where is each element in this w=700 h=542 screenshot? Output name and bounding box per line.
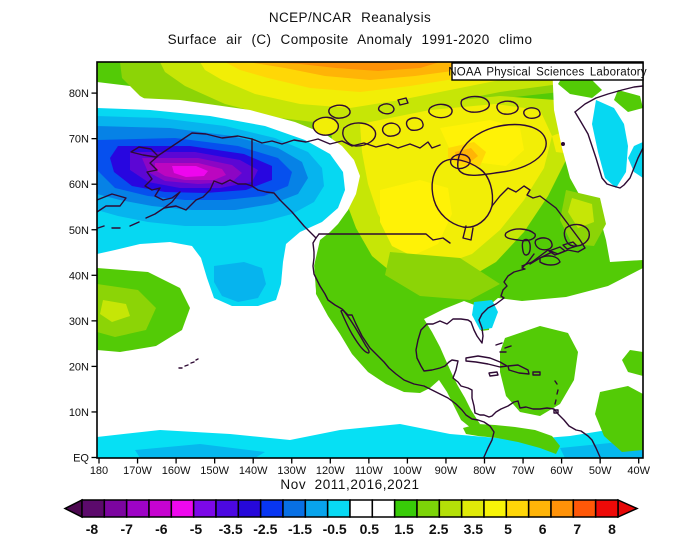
plot-title: NCEP/NCAR Reanalysis xyxy=(268,10,432,25)
colorbar-cell xyxy=(527,499,552,518)
lon-tick-label: 130W xyxy=(277,465,306,477)
colorbar-cell xyxy=(103,499,128,518)
colorbar-right-arrow xyxy=(617,498,639,519)
lat-tick-label: 20N xyxy=(69,361,89,373)
colorbar-tick-label: 0.5 xyxy=(360,521,380,537)
lon-tick-label: 100W xyxy=(393,465,422,477)
lat-tick-label: 10N xyxy=(69,407,89,419)
colorbar-cell xyxy=(259,499,284,518)
colorbar: -8 -7 -6 -5 -3.5 -2.5 -1.5 -0.5 0.5 1.5 2.5 3.5 5 6 7 8 xyxy=(63,498,639,537)
lon-tick-label: 170W xyxy=(123,465,152,477)
colorbar-cell xyxy=(304,499,329,518)
lon-tick-label: 80W xyxy=(473,465,496,477)
colorbar-tick-label: -7 xyxy=(120,521,133,537)
lon-tick-label: 160W xyxy=(162,465,191,477)
colorbar-cell xyxy=(349,499,374,518)
colorbar-cell xyxy=(215,499,240,518)
lat-axis: EQ 10N 20N 30N 40N 50N 60N 70N 80N xyxy=(69,88,97,465)
noaa-credit-label: NOAA Physical Sciences Laboratory xyxy=(448,67,647,79)
colorbar-tick-label: -8 xyxy=(86,521,99,537)
colorbar-tick-label: 7 xyxy=(573,521,581,537)
lat-tick-label: EQ xyxy=(73,453,89,465)
lat-tick-label: 70N xyxy=(69,134,89,146)
composite-caption: Nov 2011,2016,2021 xyxy=(280,477,420,492)
colorbar-cell xyxy=(237,499,262,518)
lon-tick-label: 90W xyxy=(435,465,458,477)
colorbar-tick-label: -6 xyxy=(155,521,168,537)
colorbar-cell xyxy=(594,499,619,518)
colorbar-cell xyxy=(550,499,575,518)
lon-tick-label: 60W xyxy=(550,465,573,477)
lon-axis: 180 170W 160W 150W 140W 130W 120W 110W 100W 90W 80… xyxy=(90,458,651,477)
colorbar-tick-label: -2.5 xyxy=(253,521,277,537)
colorbar-tick-label: 5 xyxy=(504,521,512,537)
colorbar-cell xyxy=(416,499,441,518)
colorbar-cell xyxy=(282,499,307,518)
lon-tick-label: 110W xyxy=(355,465,384,477)
noaa-credit-box: NOAA Physical Sciences Laboratory xyxy=(448,62,647,81)
colorbar-cell xyxy=(192,499,217,518)
colorbar-cell xyxy=(326,499,351,518)
plot-subtitle: Surface air (C) Composite Anomaly 1991-2… xyxy=(167,32,533,47)
colorbar-cell xyxy=(125,499,150,518)
colorbar-tick-label: 3.5 xyxy=(464,521,484,537)
colorbar-tick-label: 6 xyxy=(539,521,547,537)
map-frame xyxy=(96,61,644,459)
colorbar-cell xyxy=(393,499,418,518)
colorbar-cell xyxy=(371,499,396,518)
colorbar-left-arrow xyxy=(63,498,83,519)
colorbar-tick-label: -0.5 xyxy=(323,521,347,537)
anomaly-field xyxy=(97,62,643,458)
colorbar-cell xyxy=(438,499,463,518)
colorbar-cell xyxy=(572,499,597,518)
colorbar-tick-label: -3.5 xyxy=(219,521,243,537)
colorbar-tick-label: 8 xyxy=(608,521,616,537)
lat-tick-label: 50N xyxy=(69,225,89,237)
colorbar-tick-label: 1.5 xyxy=(394,521,414,537)
colorbar-cell xyxy=(483,499,508,518)
lon-tick-label: 70W xyxy=(512,465,535,477)
lat-tick-label: 30N xyxy=(69,316,89,328)
colorbar-tick-label: 2.5 xyxy=(429,521,449,537)
lon-tick-label: 150W xyxy=(200,465,229,477)
lat-tick-label: 60N xyxy=(69,179,89,191)
lon-tick-label: 50W xyxy=(589,465,612,477)
lon-tick-label: 140W xyxy=(239,465,268,477)
lon-tick-label: 180 xyxy=(90,465,108,477)
colorbar-cell xyxy=(148,499,173,518)
coastlines xyxy=(97,85,643,458)
colorbar-cell xyxy=(460,499,485,518)
lon-tick-label: 40W xyxy=(627,465,650,477)
colorbar-tick-label: -5 xyxy=(190,521,203,537)
lon-tick-label: 120W xyxy=(316,465,345,477)
colorbar-tick-label: -1.5 xyxy=(288,521,312,537)
lat-tick-label: 40N xyxy=(69,270,89,282)
colorbar-cell xyxy=(81,499,106,518)
colorbar-cell xyxy=(505,499,530,518)
lat-tick-label: 80N xyxy=(69,88,89,100)
colorbar-cell xyxy=(170,499,195,518)
